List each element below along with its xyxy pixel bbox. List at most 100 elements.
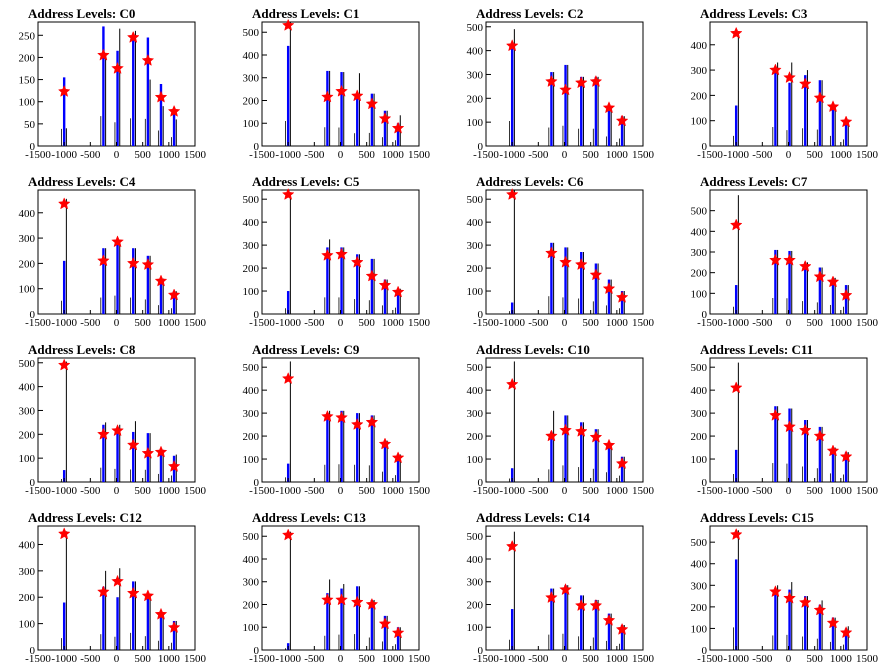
peak-marker <box>281 187 295 200</box>
histogram-bar <box>286 291 290 314</box>
peak-marker <box>545 591 558 604</box>
x-tick-label: -1000 <box>51 317 77 329</box>
histogram-bar <box>804 420 807 482</box>
histogram-bar <box>774 249 777 314</box>
histogram-bar <box>510 302 514 314</box>
histogram-bar <box>594 599 598 650</box>
x-tick-label: 500 <box>806 317 823 329</box>
peak-marker <box>559 583 572 596</box>
x-tick-label: -500 <box>752 149 773 161</box>
x-tick-label: 0 <box>338 485 344 497</box>
x-tick-label: -1500 <box>697 653 723 665</box>
peak-marker <box>365 597 379 610</box>
x-tick-label: 1000 <box>158 485 181 497</box>
peak-marker <box>559 255 572 268</box>
y-tick-label: 100 <box>467 286 484 298</box>
y-tick-label: 0 <box>254 645 260 657</box>
x-tick-label: 1000 <box>830 653 853 665</box>
histogram-bar <box>734 449 738 482</box>
panel-title: Address Levels: C11 <box>700 342 813 357</box>
histogram-bar <box>146 433 150 482</box>
histogram-panel: Address Levels: C12 0 100 200 300 400 -1500 -10… <box>19 510 207 665</box>
x-tick-label: 1000 <box>382 485 405 497</box>
peak-marker <box>154 445 168 458</box>
histogram-bar <box>116 50 119 146</box>
y-tick-label: 100 <box>691 288 708 300</box>
y-tick-label: 200 <box>19 429 36 441</box>
y-tick-label: 500 <box>691 537 708 549</box>
x-tick-label: -1000 <box>275 485 301 497</box>
peak-marker <box>602 101 616 114</box>
x-tick-label: -1500 <box>25 653 51 665</box>
y-tick-label: 300 <box>243 408 260 420</box>
x-tick-label: -1500 <box>249 149 275 161</box>
peak-marker <box>729 381 743 394</box>
peak-marker <box>167 620 181 633</box>
y-tick-label: 200 <box>691 268 708 280</box>
peak-marker <box>281 18 295 31</box>
histogram-bar <box>356 254 359 314</box>
y-tick-label: 200 <box>691 431 708 443</box>
y-tick-label: 500 <box>243 27 260 39</box>
peak-marker <box>783 71 796 84</box>
panel-title: Address Levels: C2 <box>476 6 583 21</box>
histogram-bar <box>102 26 105 146</box>
histogram-bar <box>62 602 66 650</box>
x-tick-label: 1000 <box>382 149 405 161</box>
y-tick-label: 400 <box>691 40 708 52</box>
peak-marker <box>57 197 71 210</box>
histogram-bar <box>396 288 400 314</box>
peak-marker <box>378 112 392 125</box>
peak-marker <box>111 61 124 74</box>
y-tick-label: 200 <box>243 95 260 107</box>
histogram-bar <box>370 258 374 314</box>
x-tick-label: -500 <box>752 653 773 665</box>
peak-marker <box>798 77 812 90</box>
histogram-bar <box>564 64 567 146</box>
peak-marker <box>783 253 796 266</box>
histogram-panel: Address Levels: C50100200300400500-1500-… <box>243 174 431 329</box>
y-tick-label: 500 <box>243 362 260 374</box>
histogram-bar <box>804 75 807 146</box>
x-tick-label: 1500 <box>632 317 655 329</box>
x-tick-label: 1500 <box>856 653 879 665</box>
peak-marker <box>589 430 603 443</box>
x-tick-label: 500 <box>806 485 823 497</box>
x-tick-label: 0 <box>114 317 120 329</box>
histogram-bar <box>396 454 400 482</box>
x-tick-label: 0 <box>114 485 120 497</box>
panel-title: Address Levels: C0 <box>28 6 135 21</box>
histogram-bar <box>116 240 119 314</box>
peak-marker <box>769 253 782 266</box>
peak-marker <box>391 626 405 639</box>
y-tick-label: 400 <box>467 554 484 566</box>
histogram-bar <box>116 429 119 482</box>
x-tick-label: 500 <box>358 653 375 665</box>
peak-marker <box>141 258 155 271</box>
panel-title: Address Levels: C14 <box>476 510 590 525</box>
x-tick-label: -1000 <box>499 653 525 665</box>
histogram-bar <box>340 410 343 482</box>
y-tick-label: 500 <box>19 358 36 370</box>
x-tick-label: -1500 <box>25 485 51 497</box>
y-tick-label: 250 <box>19 30 36 42</box>
histogram-bar <box>340 247 343 314</box>
x-tick-label: -1000 <box>499 317 525 329</box>
histogram-bar <box>146 37 150 146</box>
x-tick-label: 500 <box>358 317 375 329</box>
x-tick-label: -1000 <box>275 149 301 161</box>
histogram-bar <box>383 110 387 146</box>
histogram-bar <box>818 267 822 314</box>
histogram-bar <box>818 80 822 146</box>
x-tick-label: 0 <box>338 317 344 329</box>
y-tick-label: 100 <box>691 454 708 466</box>
x-tick-label: 1500 <box>856 485 879 497</box>
histogram-bar <box>510 609 514 650</box>
y-tick-label: 0 <box>478 477 484 489</box>
peak-marker <box>615 456 629 470</box>
histogram-bar <box>620 456 624 482</box>
peak-marker <box>813 429 827 442</box>
peak-marker <box>615 622 629 635</box>
peak-marker <box>97 427 110 440</box>
histogram-bar <box>383 615 387 650</box>
